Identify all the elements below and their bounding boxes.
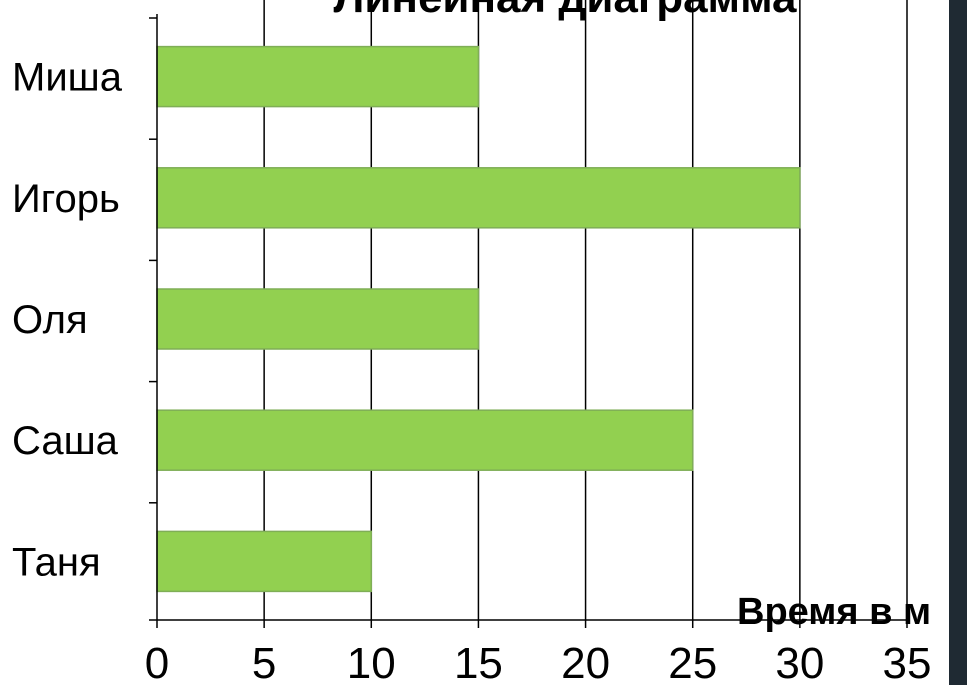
chart-title: Линейная диаграмма: [333, 0, 797, 22]
x-tick-label: 25: [668, 639, 717, 685]
x-tick-label: 30: [775, 639, 824, 685]
x-tick-labels: 0 5 10 15 20 25 30 35: [145, 639, 932, 685]
bar: [156, 45, 480, 108]
x-tick-label: 15: [454, 639, 503, 685]
axes: [149, 14, 908, 628]
x-axis-label: Время в м: [737, 591, 931, 633]
category-labels: Миша Игорь Оля Саша Таня: [12, 56, 123, 585]
bar: [156, 530, 373, 593]
slide-right-edge: [949, 0, 967, 685]
x-tick-label: 20: [561, 639, 610, 685]
x-tick-label: 5: [252, 639, 276, 685]
category-label: Саша: [12, 419, 119, 463]
bar: [156, 288, 480, 350]
category-label: Игорь: [12, 177, 120, 221]
bar: [156, 167, 801, 229]
category-label: Оля: [12, 298, 88, 342]
category-label: Миша: [12, 56, 123, 100]
category-label: Таня: [12, 540, 101, 584]
bar: [156, 409, 694, 471]
bars: [156, 45, 801, 593]
x-tick-label: 35: [883, 639, 932, 685]
x-tick-label: 0: [145, 639, 169, 685]
x-tick-label: 10: [347, 639, 396, 685]
